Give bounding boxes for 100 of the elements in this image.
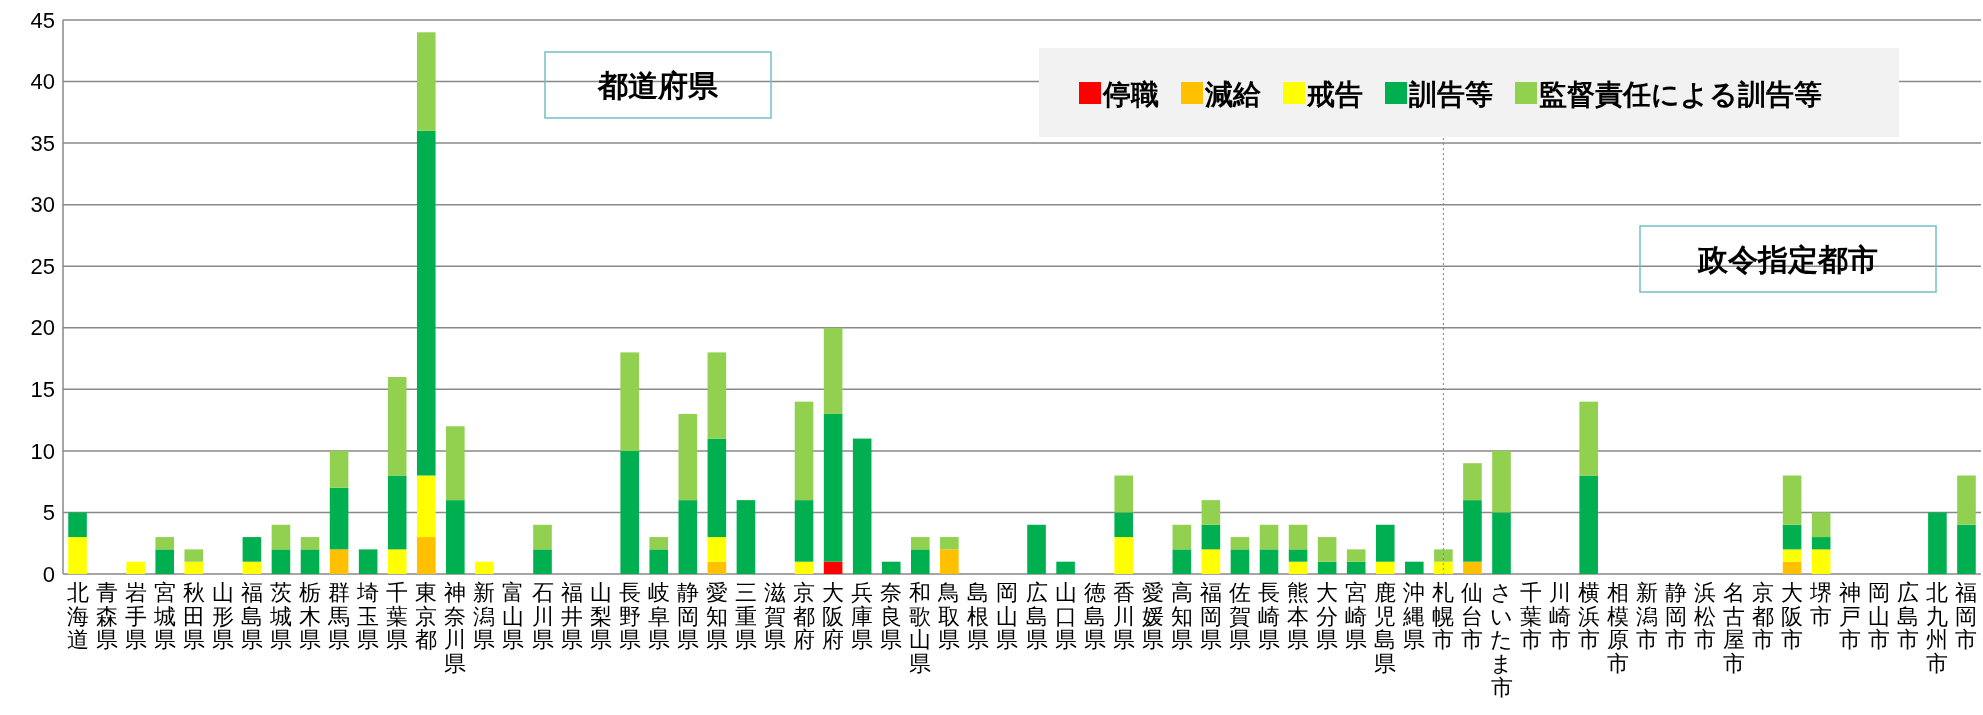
y-tick-label: 40 <box>30 69 55 95</box>
bar <box>300 537 320 550</box>
bar <box>329 450 349 488</box>
bar <box>1434 561 1453 574</box>
bar <box>1579 475 1598 574</box>
bar <box>1463 561 1482 574</box>
x-tick-label: 高知県 <box>1170 579 1193 653</box>
bar <box>1375 524 1395 562</box>
x-tick-label: 神奈川県 <box>444 579 467 677</box>
bar <box>1259 524 1279 550</box>
bar <box>1405 561 1424 574</box>
bar <box>329 487 349 550</box>
x-tick-label: 北九州市 <box>1926 579 1949 677</box>
y-tick-label: 25 <box>30 253 55 279</box>
bar <box>1434 549 1453 562</box>
bar <box>1463 500 1482 562</box>
y-tick-label: 10 <box>30 438 55 464</box>
bar <box>533 524 552 550</box>
x-tick-label: 新潟県 <box>473 579 496 653</box>
bar <box>387 475 407 550</box>
bar <box>329 549 349 574</box>
x-tick-label: 奈良県 <box>880 579 903 653</box>
bar <box>416 475 436 538</box>
bar <box>155 549 175 574</box>
x-tick-label: さいたま市 <box>1490 579 1513 700</box>
x-tick-label: 長野県 <box>618 579 641 653</box>
bar <box>242 537 262 562</box>
bar <box>416 130 436 476</box>
bar <box>1259 549 1279 574</box>
x-tick-label: 三重県 <box>734 579 757 653</box>
bar <box>620 450 639 574</box>
x-tick-label: 香川県 <box>1112 579 1135 653</box>
x-tick-label: 宮城県 <box>152 579 176 653</box>
bar <box>736 500 756 574</box>
bar <box>1957 524 1976 574</box>
x-tick-label: 茨城県 <box>268 579 292 653</box>
bar <box>184 549 204 562</box>
bar <box>155 537 175 550</box>
legend-label: 停職 <box>1102 79 1159 111</box>
y-tick-label: 15 <box>30 377 55 403</box>
x-tick-label: 千葉市 <box>1519 579 1542 653</box>
x-tick-label: 富山県 <box>502 579 525 653</box>
x-tick-label: 岡山県 <box>996 579 1019 653</box>
bar <box>940 537 959 550</box>
legend-label: 訓告等 <box>1408 79 1493 111</box>
bar <box>794 401 814 501</box>
x-tick-label: 岩手県 <box>124 579 147 653</box>
bar <box>1375 561 1395 574</box>
x-tick-label: 堺市 <box>1809 579 1833 629</box>
y-tick-label: 5 <box>42 500 55 526</box>
bar <box>387 377 407 476</box>
bar <box>1317 537 1337 562</box>
bar <box>794 500 814 562</box>
bar <box>1114 512 1134 538</box>
bar <box>1201 524 1221 550</box>
bar <box>446 500 465 574</box>
bar <box>416 32 436 131</box>
bar <box>649 549 669 574</box>
bar <box>68 537 87 574</box>
x-tick-label: 京都府 <box>793 579 816 653</box>
x-tick-label: 浜松市 <box>1693 579 1716 653</box>
x-tick-label: 静岡県 <box>676 579 699 653</box>
bar <box>533 549 552 574</box>
bar <box>1957 475 1976 525</box>
x-tick-label: 秋田県 <box>182 579 205 653</box>
legend-label: 戒告 <box>1306 79 1363 111</box>
bar <box>1027 524 1046 574</box>
x-tick-label: 埼玉県 <box>356 579 380 653</box>
bar <box>1172 549 1192 574</box>
bar <box>1056 561 1075 574</box>
x-tick-label: 岐阜県 <box>647 579 670 653</box>
x-tick-label: 滋賀県 <box>763 579 786 653</box>
bar <box>940 549 959 574</box>
bar <box>823 561 843 574</box>
bar <box>1114 537 1134 574</box>
bar <box>1288 524 1308 550</box>
bar <box>1114 475 1134 513</box>
bar <box>184 561 204 574</box>
x-tick-label: 沖縄県 <box>1402 579 1426 653</box>
x-tick-label: 徳島県 <box>1083 579 1106 653</box>
x-tick-label: 大阪市 <box>1781 579 1804 653</box>
bar <box>1579 401 1598 476</box>
x-tick-label: 京都市 <box>1752 579 1775 653</box>
bar <box>1346 561 1366 574</box>
bar <box>126 561 145 574</box>
bar <box>271 549 291 574</box>
bar <box>852 438 872 574</box>
bar <box>678 500 698 574</box>
bar <box>707 438 727 538</box>
y-tick-label: 35 <box>30 130 55 156</box>
bar <box>707 561 727 574</box>
bar <box>1346 549 1366 562</box>
x-tick-label: 群馬県 <box>327 579 351 653</box>
x-tick-label: 大阪府 <box>822 579 845 653</box>
bar <box>1230 549 1250 574</box>
bar <box>1782 475 1802 525</box>
bar <box>1811 512 1831 538</box>
x-tick-label: 福井県 <box>560 579 583 653</box>
bar <box>1782 561 1802 574</box>
bar <box>242 561 262 574</box>
